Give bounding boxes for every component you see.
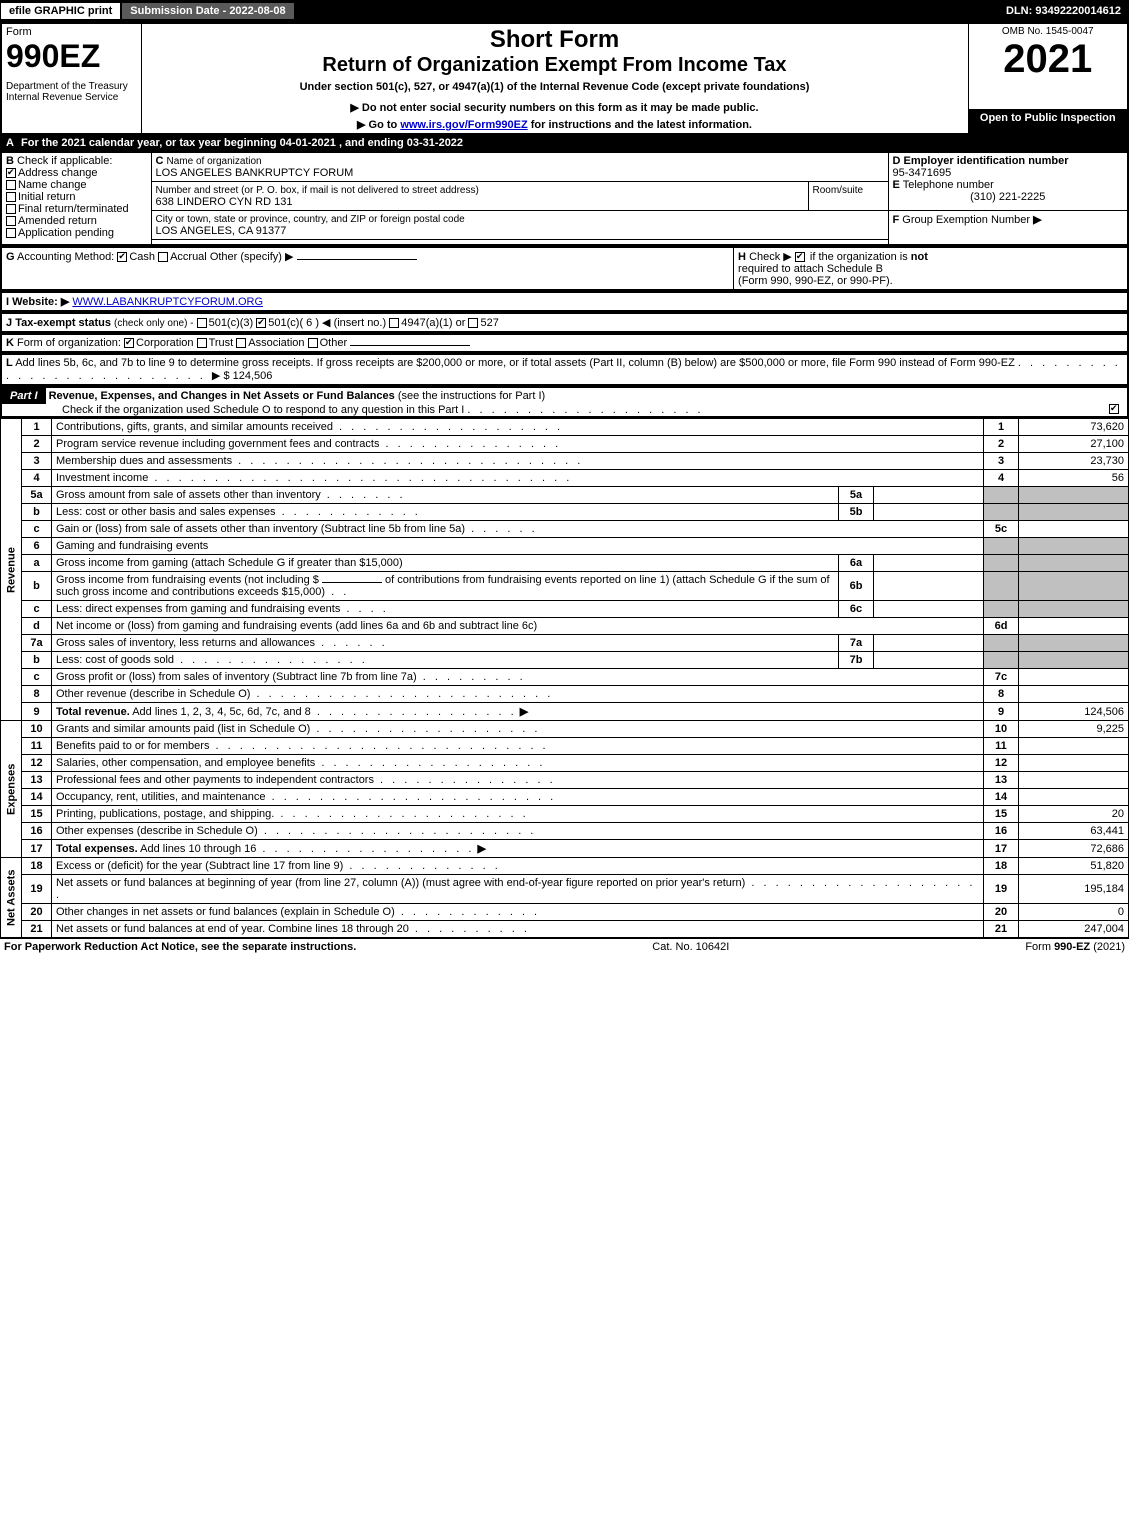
irs-link[interactable]: www.irs.gov/Form990EZ (400, 119, 527, 131)
website-row: I Website: ▶ WWW.LABANKRUPTCYFORUM.ORG (0, 291, 1129, 312)
name-change-checkbox[interactable] (6, 180, 16, 190)
section-a: A For the 2021 calendar year, or tax yea… (0, 135, 1129, 151)
dln-number: DLN: 93492220014612 (998, 3, 1129, 19)
short-form-title: Short Form (146, 26, 964, 54)
top-bar: efile GRAPHIC print Submission Date - 20… (0, 0, 1129, 22)
irs-label: Internal Revenue Service (6, 92, 137, 103)
gross-receipts: ▶ $ 124,506 (212, 370, 272, 382)
accounting-table: G Accounting Method: Cash Accrual Other … (0, 246, 1129, 291)
section-l-row: L Add lines 5b, 6c, and 7b to line 9 to … (0, 353, 1129, 386)
501c3-checkbox[interactable] (197, 318, 207, 328)
line16-value: 63,441 (1019, 823, 1129, 840)
trust-checkbox[interactable] (197, 338, 207, 348)
other-checkbox[interactable] (308, 338, 318, 348)
org-info-table: B Check if applicable: Address change Na… (0, 151, 1129, 246)
line20-value: 0 (1019, 904, 1129, 921)
association-checkbox[interactable] (236, 338, 246, 348)
schedule-b-checkbox[interactable] (795, 252, 805, 262)
phone-value: (310) 221-2225 (893, 191, 1124, 203)
address-change-checkbox[interactable] (6, 168, 16, 178)
page-footer: For Paperwork Reduction Act Notice, see … (0, 938, 1129, 955)
501c-checkbox[interactable] (256, 318, 266, 328)
part1-header: Part I Revenue, Expenses, and Changes in… (0, 386, 1129, 418)
cat-no: Cat. No. 10642I (652, 941, 729, 953)
amended-return-checkbox[interactable] (6, 216, 16, 226)
efile-label: efile GRAPHIC print (0, 2, 121, 20)
line15-value: 20 (1019, 806, 1129, 823)
net-assets-label: Net Assets (1, 858, 22, 938)
line2-value: 27,100 (1019, 436, 1129, 453)
return-title: Return of Organization Exempt From Incom… (146, 54, 964, 77)
website-link[interactable]: WWW.LABANKRUPTCYFORUM.ORG (72, 296, 263, 308)
initial-return-checkbox[interactable] (6, 192, 16, 202)
city-value: LOS ANGELES, CA 91377 (156, 225, 287, 237)
ssn-warning: ▶ Do not enter social security numbers o… (146, 101, 964, 114)
street-value: 638 LINDERO CYN RD 131 (156, 196, 293, 208)
form-number: 990EZ (6, 38, 137, 75)
schedule-o-checkbox[interactable] (1109, 404, 1119, 414)
line18-value: 51,820 (1019, 858, 1129, 875)
final-return-checkbox[interactable] (6, 204, 16, 214)
expenses-label: Expenses (1, 721, 22, 858)
4947-checkbox[interactable] (389, 318, 399, 328)
corporation-checkbox[interactable] (124, 338, 134, 348)
accrual-checkbox[interactable] (158, 252, 168, 262)
org-name: LOS ANGELES BANKRUPTCY FORUM (156, 167, 354, 179)
line4-value: 56 (1019, 470, 1129, 487)
form-word: Form (6, 26, 137, 38)
line17-value: 72,686 (1019, 840, 1129, 858)
line1-value: 73,620 (1019, 419, 1129, 436)
submission-date: Submission Date - 2022-08-08 (121, 2, 294, 20)
line21-value: 247,004 (1019, 921, 1129, 938)
omb-number: OMB No. 1545-0047 (973, 26, 1124, 37)
527-checkbox[interactable] (468, 318, 478, 328)
cash-checkbox[interactable] (117, 252, 127, 262)
ein-value: 95-3471695 (893, 167, 952, 179)
line9-value: 124,506 (1019, 703, 1129, 721)
dept-treasury: Department of the Treasury (6, 81, 137, 92)
part1-lines-table: Revenue 1 Contributions, gifts, grants, … (0, 418, 1129, 938)
line3-value: 23,730 (1019, 453, 1129, 470)
revenue-label: Revenue (1, 419, 22, 721)
line10-value: 9,225 (1019, 721, 1129, 738)
instructions-link-line: ▶ Go to www.irs.gov/Form990EZ for instru… (146, 118, 964, 131)
line19-value: 195,184 (1019, 875, 1129, 904)
tax-year: 2021 (973, 37, 1124, 82)
part1-label: Part I (2, 388, 46, 404)
application-pending-checkbox[interactable] (6, 228, 16, 238)
form-of-org-row: K Form of organization: Corporation Trus… (0, 333, 1129, 353)
tax-exempt-row: J Tax-exempt status (check only one) - 5… (0, 312, 1129, 333)
form-header-table: Form 990EZ Department of the Treasury In… (0, 22, 1129, 135)
subtitle: Under section 501(c), 527, or 4947(a)(1)… (146, 81, 964, 93)
open-to-public: Open to Public Inspection (968, 109, 1128, 134)
